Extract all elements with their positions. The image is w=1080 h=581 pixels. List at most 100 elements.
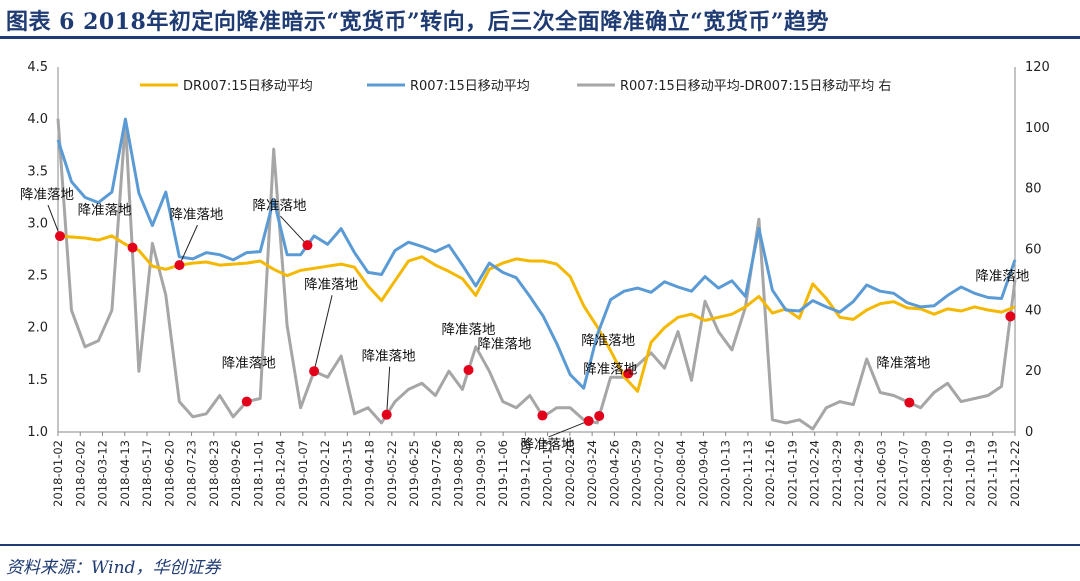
x-tick-label: 2018-06-20 — [162, 440, 176, 507]
x-tick-label: 2018-04-13 — [118, 440, 132, 507]
y-left-tick-label: 1.5 — [27, 373, 48, 388]
annotation-label: 降准落地 — [252, 198, 306, 214]
x-tick-label: 2018-05-17 — [140, 440, 154, 507]
x-tick-label: 2019-09-30 — [474, 440, 488, 507]
x-tick-label: 2018-11-01 — [251, 440, 265, 507]
x-tick-label: 2021-02-24 — [808, 440, 822, 507]
annotation-label: 降准落地 — [304, 277, 358, 293]
figure-title: 图表 6 2018年初定向降准暗示“宽货币”转向，后三次全面降准确立“宽货币”趋… — [6, 9, 829, 35]
x-tick-label: 2020-08-04 — [674, 440, 688, 507]
annotation-label: 降准落地 — [20, 187, 74, 203]
y-left-tick-label: 4.0 — [27, 112, 48, 127]
title-rule — [0, 36, 1080, 39]
y-left-tick-label: 1.0 — [27, 425, 48, 440]
rrr-cut-marker — [174, 260, 185, 271]
legend-label: R007:15日移动平均-DR007:15日移动平均 右 — [620, 79, 891, 94]
annotation-label: 降准落地 — [442, 322, 496, 338]
rrr-cut-marker — [127, 242, 138, 253]
rrr-cut-marker — [904, 397, 915, 408]
rrr-cut-marker — [463, 364, 474, 375]
x-tick-label: 2020-11-13 — [741, 440, 755, 507]
rrr-cut-marker — [241, 396, 252, 407]
y-right-tick-label: 120 — [1025, 60, 1050, 75]
x-tick-label: 2018-03-12 — [96, 440, 110, 507]
x-tick-label: 2021-12-22 — [1008, 440, 1022, 507]
x-tick-label: 2019-06-25 — [407, 440, 421, 507]
x-tick-label: 2021-11-19 — [986, 440, 1000, 507]
spread-line — [56, 118, 1017, 431]
x-tick-label: 2018-09-26 — [229, 440, 243, 507]
rrr-cut-marker — [594, 410, 605, 421]
y-right-tick-label: 80 — [1025, 182, 1042, 197]
annotation-leader — [313, 295, 333, 372]
annotation-label: 降准落地 — [477, 337, 531, 353]
x-tick-label: 2021-09-10 — [941, 440, 955, 507]
annotation-label: 降准落地 — [169, 207, 223, 223]
x-tick-label: 2018-12-04 — [274, 440, 288, 507]
x-tick-label: 2020-12-16 — [763, 440, 777, 507]
y-left-tick-label: 3.0 — [27, 216, 48, 231]
x-tick-label: 2019-03-15 — [340, 440, 354, 507]
y-right-tick-label: 60 — [1025, 243, 1042, 258]
rrr-cut-marker — [623, 368, 634, 379]
annotation-label: 降准落地 — [581, 333, 635, 349]
legend-label: R007:15日移动平均 — [410, 79, 530, 94]
x-tick-label: 2018-02-02 — [73, 440, 87, 507]
y-right-tick-label: 0 — [1025, 425, 1033, 440]
x-tick-label: 2020-03-24 — [585, 440, 599, 507]
x-tick-label: 2019-04-18 — [363, 440, 377, 507]
y-right-tick-label: 100 — [1025, 121, 1050, 136]
rrr-cut-marker — [537, 410, 548, 421]
x-tick-label: 2020-09-04 — [696, 440, 710, 507]
x-tick-label: 2020-01-13 — [541, 440, 555, 507]
x-tick-label: 2021-10-19 — [963, 440, 977, 507]
x-tick-label: 2021-06-03 — [874, 440, 888, 507]
bottom-rule — [0, 544, 1080, 546]
x-tick-label: 2019-02-12 — [318, 440, 332, 507]
annotation-label: 降准落地 — [78, 203, 132, 219]
x-tick-label: 2019-05-22 — [385, 440, 399, 507]
x-tick-label: 2019-12-09 — [518, 440, 532, 507]
y-left-tick-label: 2.0 — [27, 321, 48, 336]
r007-line — [56, 117, 1017, 390]
annotation-label: 降准落地 — [876, 356, 930, 372]
source-note: 资料来源：Wind，华创证券 — [6, 558, 221, 578]
rrr-cut-marker — [54, 231, 65, 242]
x-tick-label: 2018-07-23 — [185, 440, 199, 507]
x-tick-label: 2020-05-29 — [630, 440, 644, 507]
title-bar: 图表 6 2018年初定向降准暗示“宽货币”转向，后三次全面降准确立“宽货币”趋… — [0, 0, 1080, 40]
rrr-cut-marker — [583, 415, 594, 426]
annotation-leader — [548, 420, 589, 438]
annotation-leader — [386, 366, 391, 415]
annotation-label: 降准落地 — [222, 356, 276, 372]
x-tick-label: 2019-11-06 — [496, 440, 510, 507]
x-tick-label: 2021-07-07 — [897, 440, 911, 507]
x-tick-label: 2019-01-07 — [296, 440, 310, 507]
rrr-cut-marker — [381, 409, 392, 420]
legend-label: DR007:15日移动平均 — [183, 79, 313, 94]
x-tick-label: 2021-04-29 — [852, 440, 866, 507]
x-tick-label: 2019-08-28 — [452, 440, 466, 507]
x-tick-label: 2018-01-02 — [51, 440, 65, 507]
annotation-label: 降准落地 — [521, 437, 575, 453]
annotation-leader — [47, 204, 61, 237]
y-left-tick-label: 3.5 — [27, 164, 48, 179]
rrr-cut-marker — [309, 366, 320, 377]
x-tick-label: 2021-08-09 — [919, 440, 933, 507]
y-right-tick-label: 20 — [1025, 364, 1042, 379]
x-tick-label: 2020-02-20 — [563, 440, 577, 507]
dr007-line — [57, 234, 1016, 393]
x-tick-label: 2019-07-26 — [429, 440, 443, 507]
annotation-leader — [178, 224, 198, 266]
x-tick-label: 2020-07-02 — [652, 440, 666, 507]
line-chart: 1.0 1.5 2.0 2.5 3.0 3.5 4.0 4.5 0 20 40 60 80 100 120 2… — [20, 60, 1050, 507]
annotation-label: 降准落地 — [975, 268, 1029, 284]
y-left-tick-label: 2.5 — [27, 269, 48, 284]
x-tick-label: 2020-04-26 — [607, 440, 621, 507]
x-tick-label: 2021-03-29 — [830, 440, 844, 507]
x-tick-label: 2020-10-13 — [719, 440, 733, 507]
annotation-label: 降准落地 — [583, 362, 637, 378]
rrr-cut-marker — [1005, 311, 1016, 322]
annotation-leader — [280, 215, 308, 246]
x-tick-label: 2021-01-19 — [785, 440, 799, 507]
